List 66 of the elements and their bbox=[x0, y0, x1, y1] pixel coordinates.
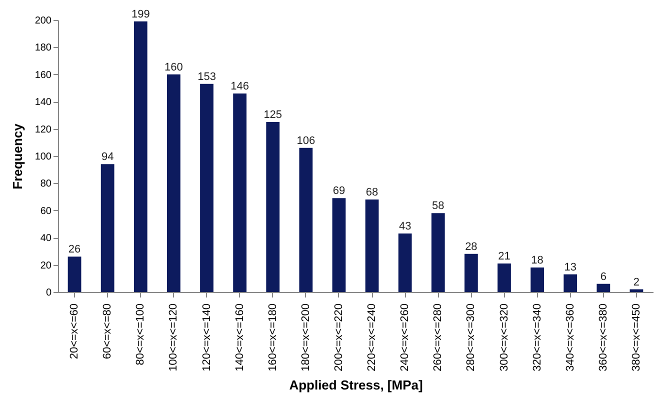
data-label: 28 bbox=[465, 240, 478, 253]
bar bbox=[134, 21, 148, 292]
y-tick-label: 40 bbox=[40, 233, 52, 244]
y-tick-label: 180 bbox=[34, 42, 52, 54]
x-tick-label: 320<=x<=340 bbox=[531, 304, 544, 372]
y-axis-title: Frequency bbox=[10, 122, 25, 190]
bar bbox=[100, 164, 114, 292]
data-label: 26 bbox=[68, 244, 81, 256]
x-tick-label: 360<=x<=380 bbox=[597, 304, 610, 372]
y-tick-label: 60 bbox=[40, 206, 52, 217]
x-tick-label: 120<=x<=140 bbox=[200, 304, 213, 372]
y-tick-label: 140 bbox=[34, 97, 52, 108]
bar bbox=[68, 256, 82, 292]
x-tick-label: 220<=x<=240 bbox=[366, 304, 378, 372]
data-label: 160 bbox=[164, 61, 183, 74]
x-tick-label: 280<=x<=300 bbox=[465, 304, 478, 372]
x-tick-label: 340<=x<=360 bbox=[564, 304, 576, 372]
x-tick-label: 260<=x<=280 bbox=[432, 304, 444, 372]
bar bbox=[266, 122, 280, 292]
data-label: 13 bbox=[564, 261, 576, 274]
data-label: 199 bbox=[131, 8, 150, 20]
bar bbox=[564, 274, 578, 292]
bar bbox=[398, 234, 412, 292]
y-tick-label: 80 bbox=[40, 178, 52, 190]
bar bbox=[365, 200, 379, 292]
y-tick-label: 200 bbox=[34, 16, 52, 26]
bar bbox=[431, 213, 445, 292]
data-label: 68 bbox=[366, 186, 378, 199]
y-tick-label: 160 bbox=[34, 70, 52, 81]
data-label: 94 bbox=[101, 151, 114, 164]
bar bbox=[233, 93, 246, 292]
data-label: 106 bbox=[296, 134, 316, 147]
data-label: 2 bbox=[633, 276, 640, 288]
x-tick-label: 160<=x<=180 bbox=[266, 304, 279, 372]
x-tick-label: 300<=x<=320 bbox=[498, 304, 510, 372]
data-label: 146 bbox=[230, 80, 249, 92]
bar bbox=[596, 284, 610, 292]
bar bbox=[530, 268, 544, 292]
y-tick-label: 0 bbox=[46, 288, 52, 298]
x-tick-label: 140<=x<=160 bbox=[234, 304, 246, 372]
x-tick-label: 200<=x<=220 bbox=[332, 304, 345, 372]
bar bbox=[167, 74, 180, 292]
x-tick-label: 80<=x<=100 bbox=[134, 304, 147, 366]
bar bbox=[498, 263, 511, 292]
bar bbox=[332, 198, 346, 292]
data-label: 69 bbox=[332, 185, 346, 198]
x-tick-label: 60<=x<=80 bbox=[102, 304, 114, 360]
y-tick-label: 100 bbox=[34, 152, 52, 162]
x-tick-label: 180<=x<=200 bbox=[300, 304, 312, 372]
bar bbox=[299, 148, 313, 292]
bar bbox=[464, 254, 478, 292]
data-label: 21 bbox=[498, 250, 510, 262]
data-label: 58 bbox=[432, 200, 444, 212]
data-label: 125 bbox=[264, 109, 282, 121]
data-label: 43 bbox=[398, 220, 412, 233]
y-tick-label: 20 bbox=[40, 260, 52, 272]
y-tick-label: 120 bbox=[34, 124, 52, 136]
data-label: 153 bbox=[198, 70, 216, 83]
x-tick-label: 100<=x<=120 bbox=[168, 304, 180, 372]
x-axis-title: Applied Stress, [MPa] bbox=[289, 377, 423, 392]
x-tick-label: 240<=x<=260 bbox=[399, 304, 412, 372]
data-label: 18 bbox=[531, 254, 544, 267]
x-tick-label: 380<=x<=450 bbox=[630, 304, 642, 372]
x-tick-label: 20<=x<=60 bbox=[68, 304, 81, 360]
bar bbox=[200, 84, 214, 292]
data-label: 6 bbox=[600, 270, 606, 283]
